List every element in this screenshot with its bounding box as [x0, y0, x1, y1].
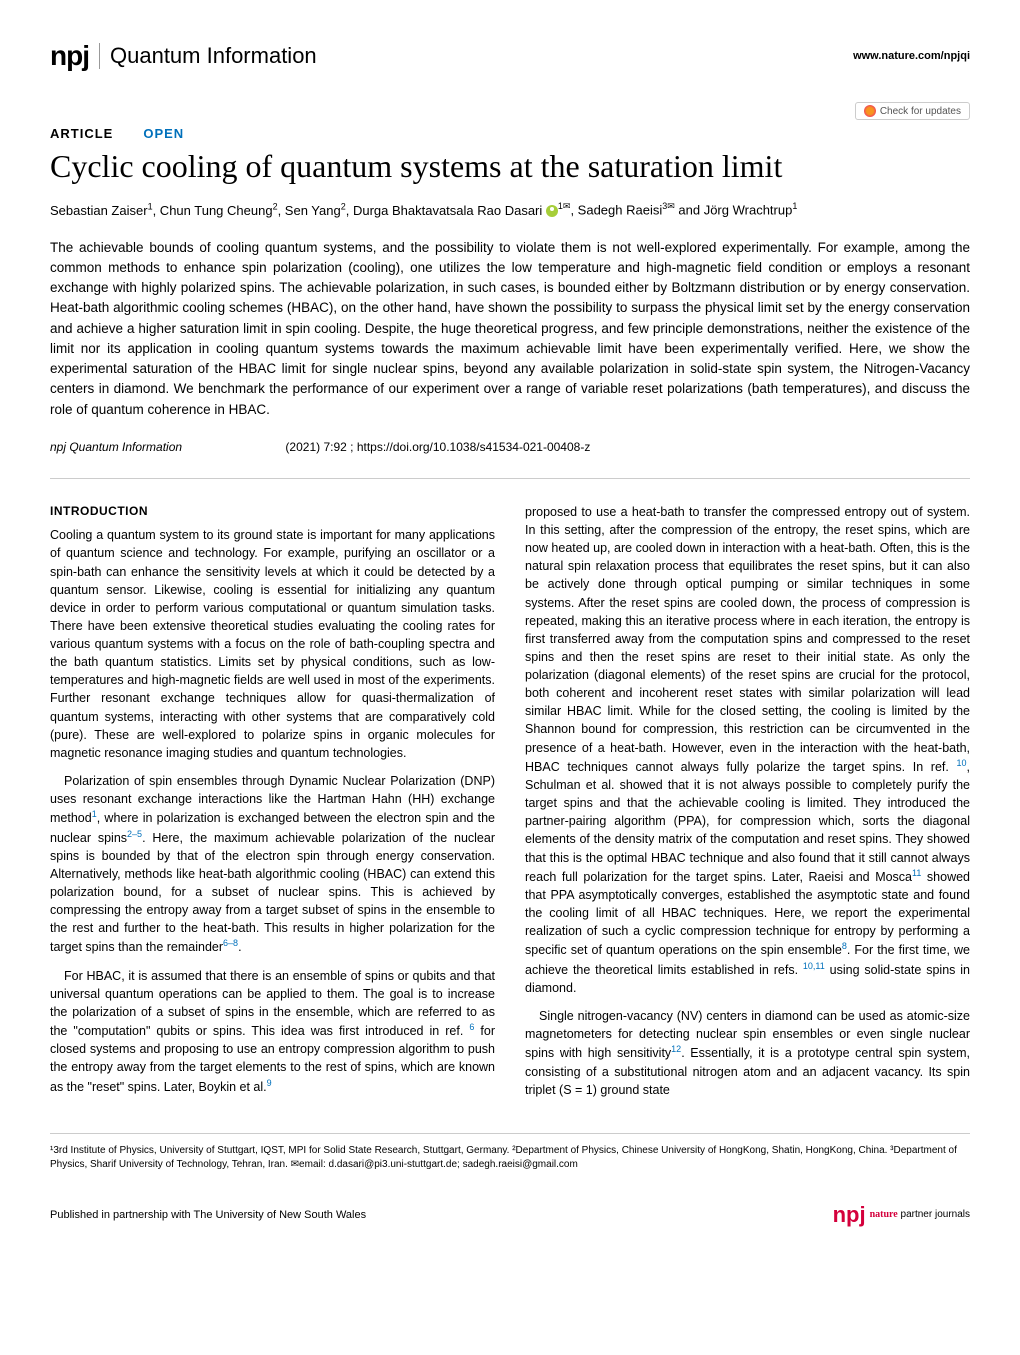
journal-logo: npj Quantum Information: [50, 40, 317, 72]
open-access-label: OPEN: [143, 126, 184, 141]
ref-6-8[interactable]: 6–8: [223, 938, 238, 948]
article-title: Cyclic cooling of quantum systems at the…: [50, 147, 970, 185]
journal-name: Quantum Information: [99, 43, 317, 69]
journal-website: www.nature.com/npjqi: [853, 50, 970, 62]
ref-12[interactable]: 12: [671, 1044, 681, 1054]
article-type-label: ARTICLE: [50, 126, 113, 141]
ref-2-5[interactable]: 2–5: [127, 829, 142, 839]
right-column: proposed to use a heat-bath to transfer …: [525, 503, 970, 1109]
intro-para-4: proposed to use a heat-bath to transfer …: [525, 503, 970, 997]
authors-part-3: and Jörg Wrachtrup: [675, 203, 793, 218]
ref-10[interactable]: 10: [957, 758, 967, 768]
nature-npj-prefix: npj: [833, 1202, 866, 1228]
intro-para-3: For HBAC, it is assumed that there is an…: [50, 967, 495, 1096]
introduction-heading: INTRODUCTION: [50, 503, 495, 520]
raeisi-sup: 3✉: [662, 201, 675, 211]
affiliations: ¹3rd Institute of Physics, University of…: [50, 1144, 970, 1172]
ref-11[interactable]: 11: [912, 868, 921, 878]
dasari-sup: 1✉: [558, 201, 571, 211]
body-columns: INTRODUCTION Cooling a quantum system to…: [50, 503, 970, 1109]
ref-9[interactable]: 9: [267, 1078, 272, 1088]
article-type-row: ARTICLE OPEN: [50, 126, 970, 141]
orcid-icon[interactable]: [546, 205, 558, 217]
abstract: The achievable bounds of cooling quantum…: [50, 238, 970, 420]
citation-year-vol: (2021) 7:92 ; https://doi.org/10.1038/s4…: [285, 440, 590, 454]
page-header: npj Quantum Information www.nature.com/n…: [50, 40, 970, 72]
author-list: Sebastian Zaiser1, Chun Tung Cheung2, Se…: [50, 201, 970, 217]
left-column: INTRODUCTION Cooling a quantum system to…: [50, 503, 495, 1109]
crossmark-icon: [864, 105, 876, 117]
intro-para-1: Cooling a quantum system to its ground s…: [50, 526, 495, 762]
authors-part-2: , Sadegh Raeisi: [570, 203, 662, 218]
footer-divider: [50, 1133, 970, 1134]
citation-journal: npj Quantum Information: [50, 440, 182, 454]
journal-prefix: npj: [50, 40, 89, 72]
intro-para-2: Polarization of spin ensembles through D…: [50, 772, 495, 957]
ref-10-11[interactable]: 10,11: [803, 961, 825, 971]
page-footer: Published in partnership with The Univer…: [50, 1202, 970, 1228]
section-divider: [50, 478, 970, 479]
check-updates-button[interactable]: Check for updates: [855, 102, 970, 120]
nature-partner-text: nature partner journals: [870, 1209, 970, 1220]
nature-partner-logo: npj nature partner journals: [833, 1202, 970, 1228]
intro-para-5: Single nitrogen-vacancy (NV) centers in …: [525, 1007, 970, 1099]
published-partnership: Published in partnership with The Univer…: [50, 1209, 366, 1221]
citation: npj Quantum Information (2021) 7:92 ; ht…: [50, 440, 970, 454]
check-updates-label: Check for updates: [880, 106, 961, 117]
authors-part-1: Sebastian Zaiser1, Chun Tung Cheung2, Se…: [50, 203, 542, 218]
wrachtrup-sup: 1: [792, 201, 797, 211]
